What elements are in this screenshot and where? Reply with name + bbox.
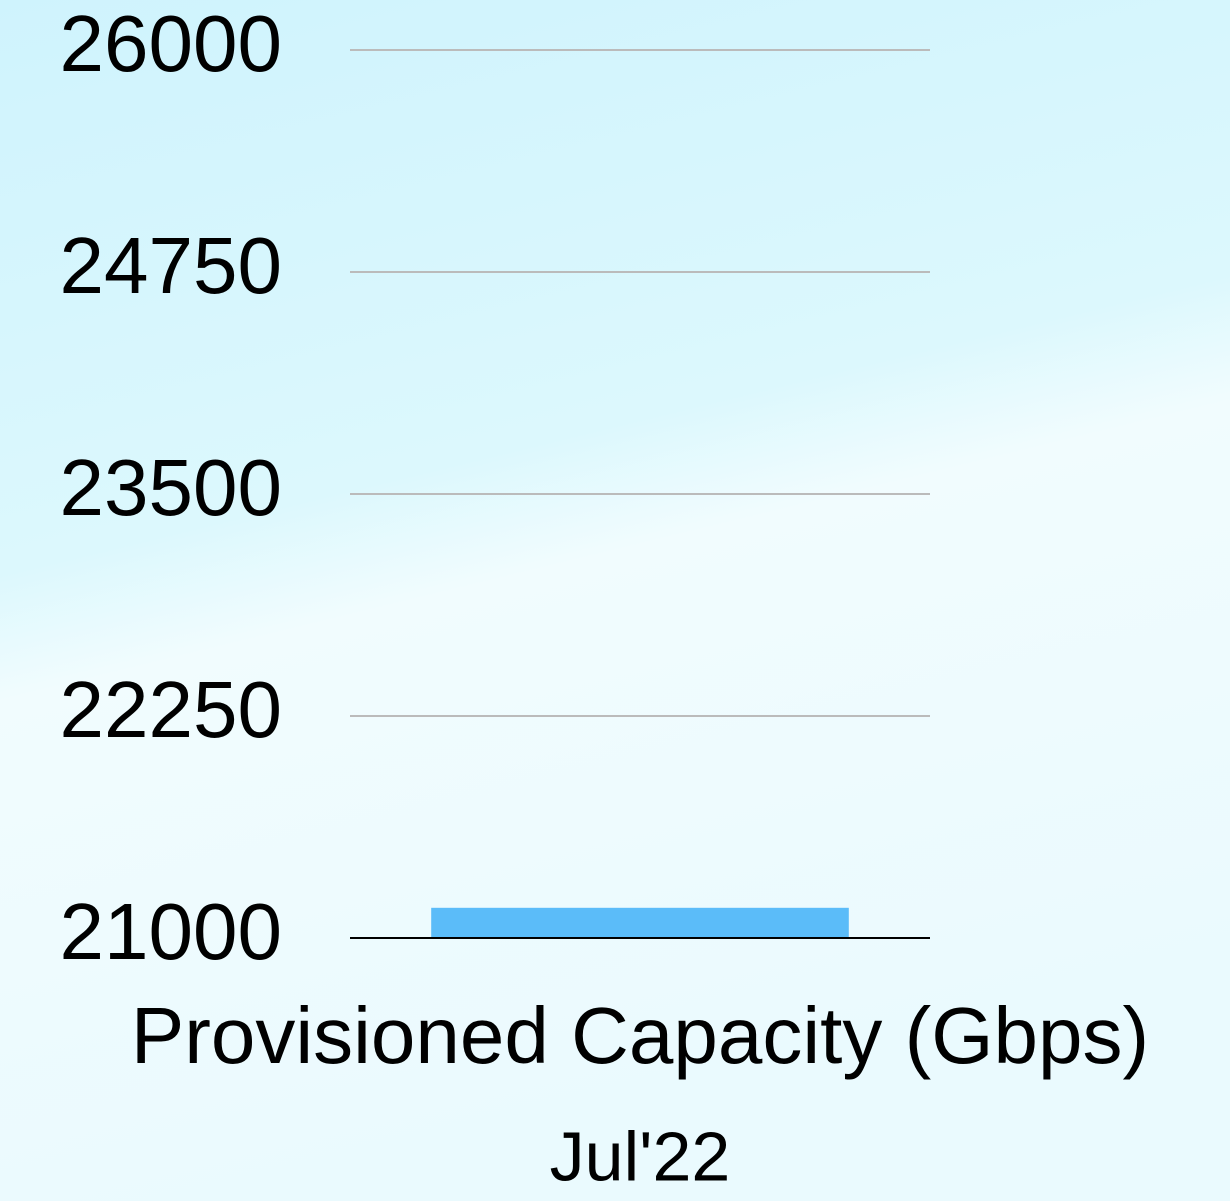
y-tick-label: 24750 (60, 221, 282, 310)
y-tick-label: 22250 (60, 665, 282, 754)
y-tick-label: 26000 (60, 0, 282, 88)
legend-label: Jul'22 (550, 1117, 731, 1195)
y-tick-label: 21000 (60, 887, 282, 976)
y-tick-label: 23500 (60, 443, 282, 532)
x-tick-label: Provisioned Capacity (Gbps) (131, 991, 1149, 1080)
bar (431, 907, 849, 938)
